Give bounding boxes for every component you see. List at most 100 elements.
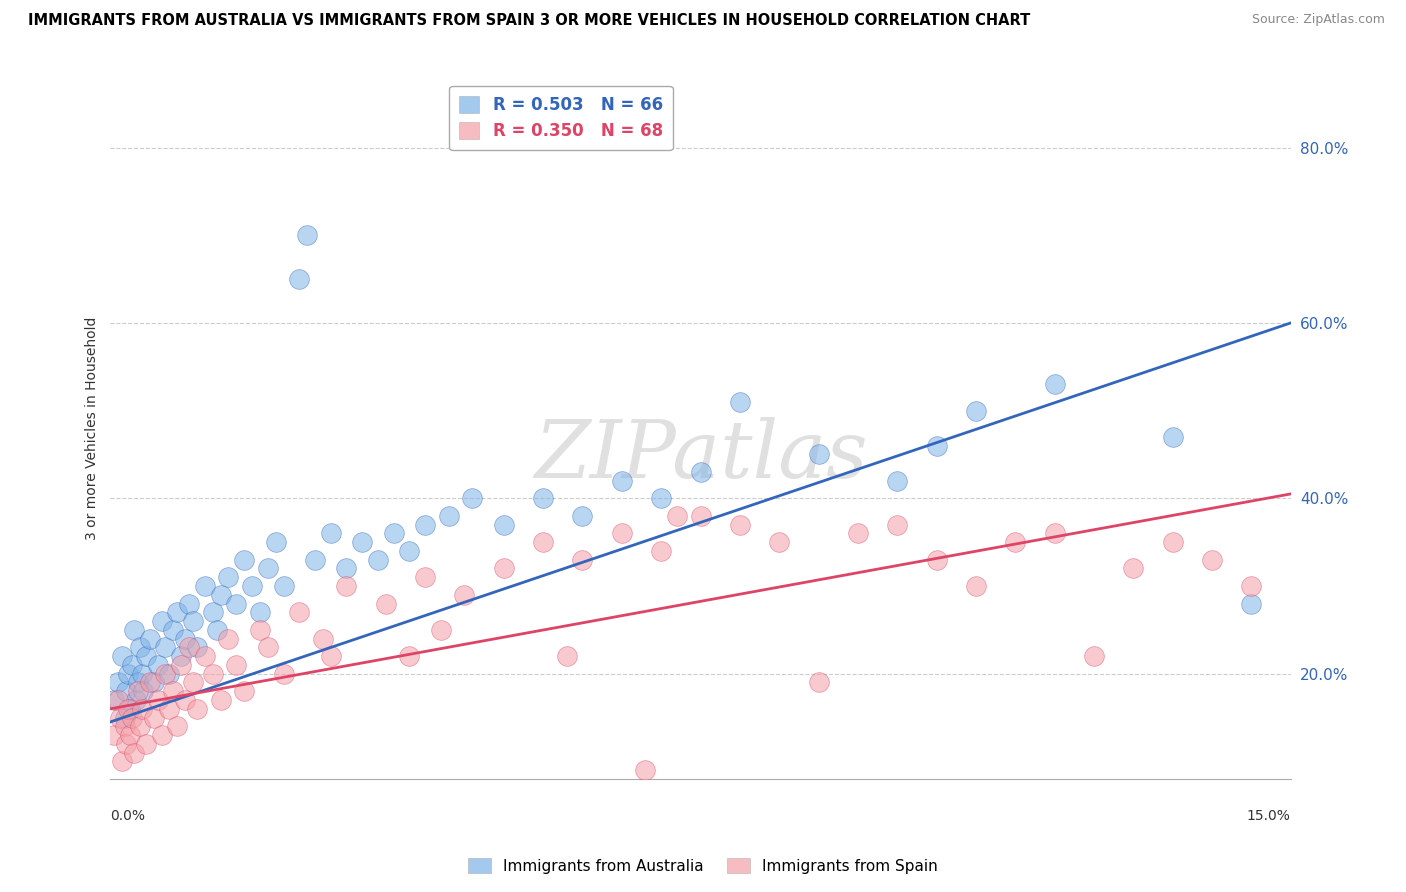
Point (925, 439, 948, 453)
Point (665, 508, 688, 523)
Point (186, 702, 208, 716)
Point (374, 597, 396, 611)
Point (135, 737, 157, 751)
Point (650, 544, 672, 558)
Point (398, 544, 420, 558)
Point (111, 649, 134, 664)
Point (807, 448, 830, 462)
Point (288, 605, 311, 619)
Point (122, 746, 145, 760)
Point (108, 710, 131, 724)
Point (107, 693, 129, 707)
Point (103, 728, 125, 742)
Point (114, 719, 136, 733)
Point (162, 623, 184, 637)
Point (115, 737, 138, 751)
Point (114, 710, 136, 724)
Point (264, 535, 287, 549)
Point (1043, 526, 1066, 541)
Point (217, 570, 239, 584)
Point (413, 517, 436, 532)
Point (139, 675, 162, 690)
Point (768, 535, 790, 549)
Point (335, 561, 357, 575)
Point (965, 579, 987, 593)
Point (413, 570, 436, 584)
Point (256, 640, 278, 655)
Point (1161, 535, 1184, 549)
Point (249, 623, 271, 637)
Point (217, 632, 239, 646)
Point (1240, 579, 1263, 593)
Text: ZIPatlas: ZIPatlas (534, 417, 868, 495)
Point (273, 579, 295, 593)
Point (531, 491, 554, 506)
Point (225, 657, 247, 672)
Point (492, 561, 515, 575)
Point (122, 623, 145, 637)
Point (209, 693, 232, 707)
Legend: R = 0.503   N = 66, R = 0.350   N = 68: R = 0.503 N = 66, R = 0.350 N = 68 (449, 86, 672, 151)
Point (965, 403, 987, 417)
Point (150, 728, 173, 742)
Point (121, 710, 143, 724)
Point (194, 649, 217, 664)
Point (571, 552, 593, 566)
Point (170, 657, 193, 672)
Point (174, 632, 197, 646)
Point (807, 675, 830, 690)
Point (177, 597, 200, 611)
Point (115, 684, 138, 698)
Point (453, 588, 475, 602)
Point (634, 763, 657, 777)
Point (610, 474, 633, 488)
Point (555, 649, 578, 664)
Point (162, 684, 184, 698)
Point (127, 684, 149, 698)
Point (103, 693, 125, 707)
Point (650, 491, 672, 506)
Point (571, 508, 593, 523)
Point (124, 693, 146, 707)
Point (689, 508, 711, 523)
Point (146, 693, 169, 707)
Point (181, 675, 204, 690)
Point (335, 579, 357, 593)
Point (304, 552, 326, 566)
Point (155, 666, 177, 681)
Point (157, 666, 180, 681)
Point (107, 675, 129, 690)
Y-axis label: 3 or more Vehicles in Household: 3 or more Vehicles in Household (86, 317, 100, 540)
Point (886, 474, 908, 488)
Point (131, 666, 153, 681)
Point (233, 684, 256, 698)
Text: Source: ZipAtlas.com: Source: ZipAtlas.com (1251, 13, 1385, 27)
Point (205, 623, 228, 637)
Point (461, 491, 484, 506)
Text: 0.0%: 0.0% (111, 809, 145, 823)
Point (273, 666, 295, 681)
Point (186, 640, 208, 655)
Point (142, 710, 165, 724)
Point (131, 702, 153, 716)
Point (174, 693, 197, 707)
Point (146, 657, 169, 672)
Point (846, 526, 869, 541)
Point (121, 657, 143, 672)
Point (150, 614, 173, 628)
Point (689, 465, 711, 479)
Point (288, 272, 311, 286)
Point (1122, 561, 1144, 575)
Point (157, 702, 180, 716)
Point (1043, 377, 1066, 392)
Point (1201, 552, 1223, 566)
Point (437, 508, 460, 523)
Point (142, 675, 165, 690)
Point (117, 702, 139, 716)
Point (129, 640, 152, 655)
Point (610, 526, 633, 541)
Point (531, 535, 554, 549)
Point (312, 632, 335, 646)
Point (181, 614, 204, 628)
Point (295, 228, 318, 243)
